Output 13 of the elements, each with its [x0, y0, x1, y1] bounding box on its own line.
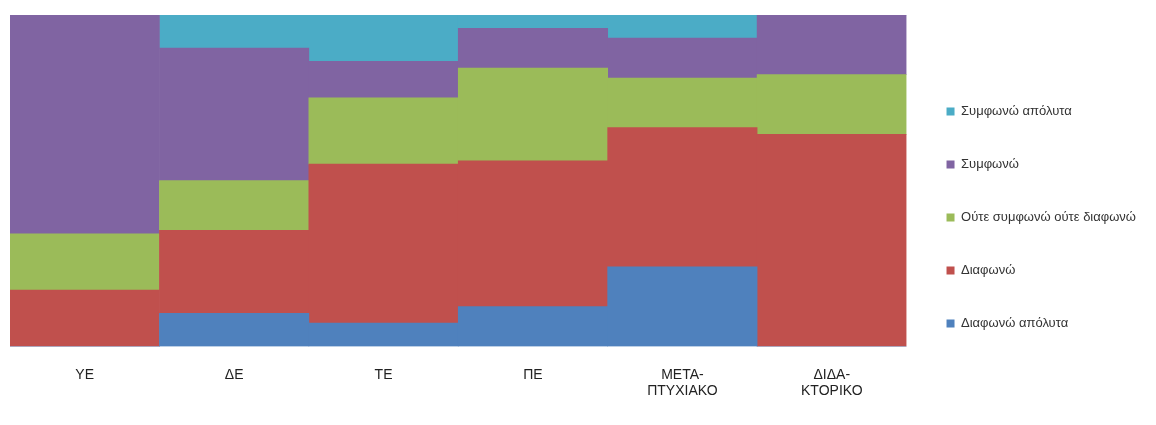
x-tick-label: ΜΕΤΑ- ΠΤΥΧΙΑΚΟ — [647, 365, 718, 399]
legend-label: Συμφωνώ — [961, 156, 1019, 172]
legend-label: Διαφωνώ απόλυτα — [961, 315, 1069, 331]
legend-label: Διαφωνώ — [961, 262, 1016, 278]
bar — [159, 180, 310, 231]
legend-label: Συμφωνώ απόλυτα — [961, 103, 1073, 119]
x-tick-label: ΔΕ — [224, 365, 244, 382]
x-tick-label: ΤΕ — [374, 365, 393, 382]
legend-label: Ούτε συμφωνώ ούτε διαφωνώ — [961, 209, 1136, 225]
x-tick-label: ΔΙΔΑ- ΚΤΟΡΙΚΟ — [801, 365, 863, 399]
x-tick-label: ΠΕ — [523, 365, 543, 382]
x-tick-label: ΥΕ — [75, 365, 95, 382]
bar — [10, 233, 160, 291]
